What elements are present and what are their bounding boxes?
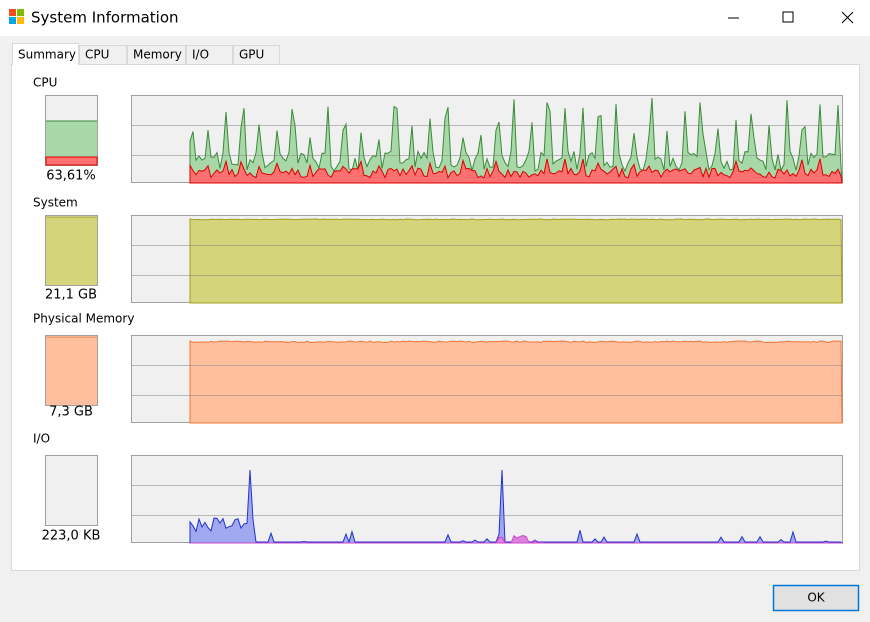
section-label: CPU xyxy=(33,76,57,90)
tab-label: CPU xyxy=(85,48,109,62)
graph-area-secondary xyxy=(189,158,843,184)
tab-label: I/O xyxy=(192,48,209,62)
tab[interactable] xyxy=(79,45,127,65)
tab[interactable] xyxy=(186,45,233,65)
gauge-fill xyxy=(46,337,97,405)
gauge-value: 7,3 GB xyxy=(49,405,93,420)
gauge xyxy=(45,455,98,526)
gauge-fill xyxy=(46,217,97,285)
window-title: System Information xyxy=(31,9,179,27)
section-label: I/O xyxy=(33,432,50,446)
gauge-value: 223,0 KB xyxy=(42,529,101,544)
tab-label: Summary xyxy=(18,48,76,62)
graph-area-secondary xyxy=(190,534,842,544)
tab[interactable] xyxy=(127,45,186,65)
ok-button-label: OK xyxy=(807,591,825,605)
tab-label: GPU xyxy=(239,48,264,62)
app-icon xyxy=(9,9,24,24)
ok-button[interactable] xyxy=(772,584,860,612)
graph-area xyxy=(189,340,843,424)
title-bar xyxy=(0,0,870,36)
maximize-button[interactable] xyxy=(782,11,794,23)
gauge-fill-secondary xyxy=(45,156,98,166)
close-button[interactable] xyxy=(841,11,854,24)
gauge-value: 63,61% xyxy=(46,169,96,184)
tab-label: Memory xyxy=(133,48,182,62)
tab-joint xyxy=(13,63,78,66)
tab[interactable] xyxy=(233,45,280,65)
graph-area xyxy=(189,218,843,304)
section-label: Physical Memory xyxy=(33,312,134,326)
section-label: System xyxy=(33,196,78,210)
gauge-value: 21,1 GB xyxy=(45,288,97,303)
